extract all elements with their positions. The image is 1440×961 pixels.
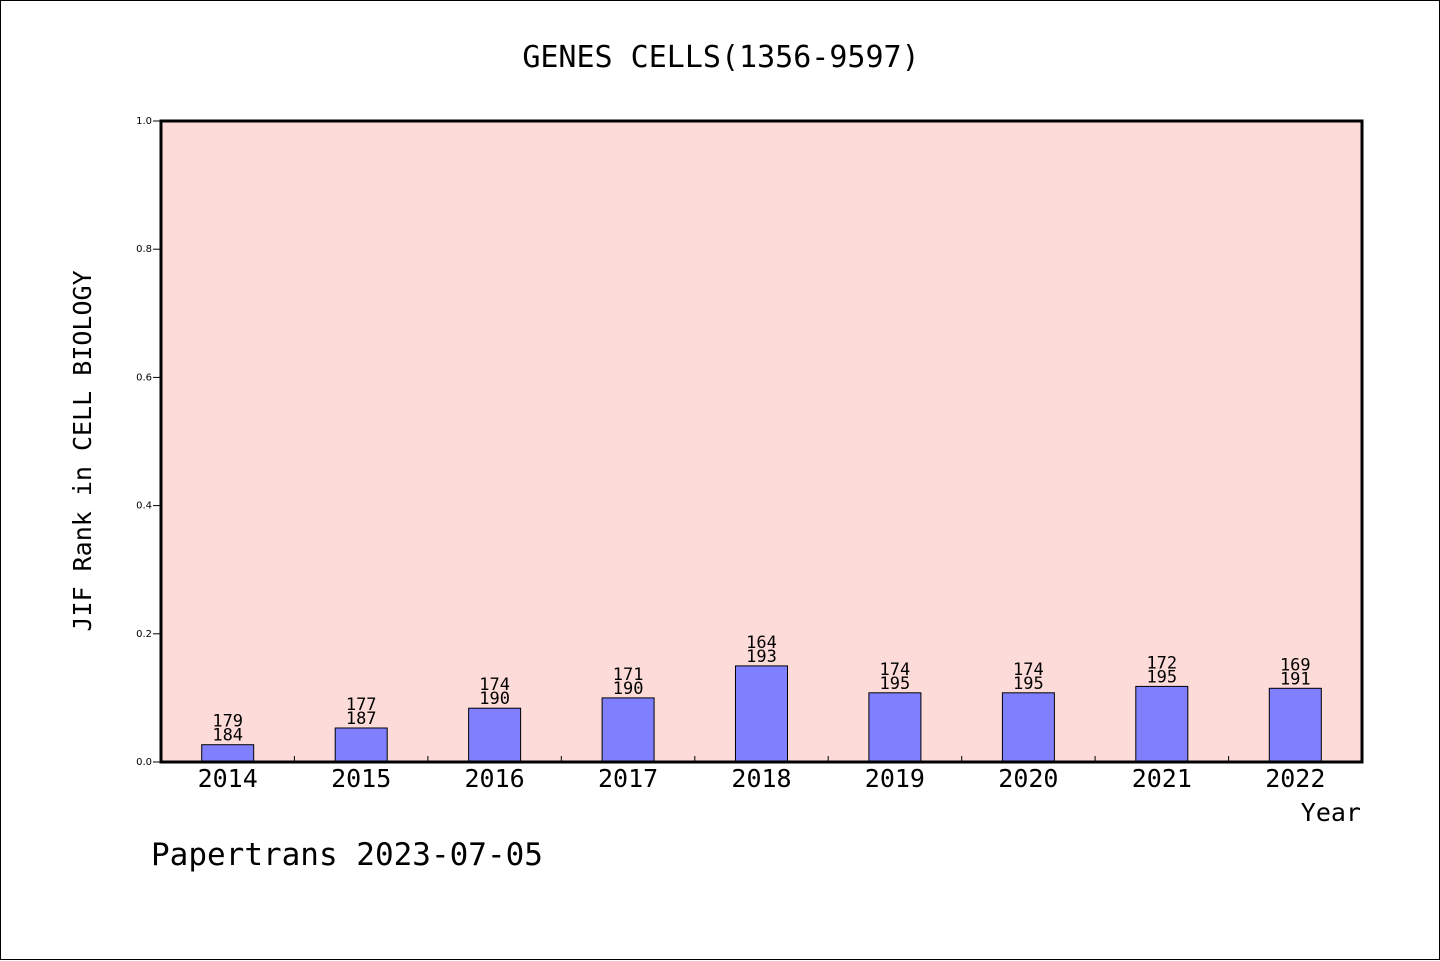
bar-2014 [201,744,255,763]
bar-label-rank: 174 [479,675,510,695]
bar-2019 [868,692,922,763]
bar-label-rank: 169 [1280,655,1311,675]
plot-area [161,121,1362,762]
bar-label-total: 191 [1280,669,1311,689]
bar-2017 [601,697,655,763]
bar-label-total: 187 [346,709,377,729]
x-axis-label: Year [1301,798,1361,827]
y-tick-label: 1.0 [136,116,152,127]
x-tick-label: 2021 [1132,764,1192,793]
bar-2016 [468,707,522,763]
bar-label-total: 184 [212,726,243,746]
x-tick-label: 2015 [331,764,391,793]
bar-2020 [1001,692,1055,763]
bar-label-total: 195 [880,674,911,694]
y-tick-label: 0.8 [136,244,152,255]
bars-group [201,665,1322,763]
bar-label-rank: 171 [613,665,644,685]
bar-label-rank: 174 [880,660,911,680]
x-tick-label: 2020 [998,764,1058,793]
x-tick-label: 2022 [1265,764,1325,793]
y-tick-label: 0.6 [136,372,152,383]
bar-label-total: 195 [1146,667,1177,687]
x-axis: 2014 2015 2016 2017 2018 2019 2020 2021 2022 [198,756,1325,793]
plot-border [159,119,1364,764]
bar-2022 [1268,687,1322,763]
x-tick-label: 2018 [731,764,791,793]
y-tick-label: 0.0 [136,757,152,768]
bar-label-total: 193 [746,647,777,667]
bar-label-total: 190 [613,679,644,699]
y-axis-label: JIF Rank in CELL BIOLOGY [68,270,97,631]
bar-label-rank: 174 [1013,660,1044,680]
footer-credit: Papertrans 2023-07-05 [151,837,543,873]
bar-label-rank: 177 [346,695,377,715]
y-tick-label: 0.2 [136,629,152,640]
bar-label-rank: 172 [1146,653,1177,673]
x-tick-label: 2014 [198,764,258,793]
x-tick-label: 2017 [598,764,658,793]
bar-labels-group: 1791841771871741901711901641931741951741… [212,633,1310,746]
bar-2018 [735,665,788,763]
y-tick-label: 0.4 [136,501,152,512]
bar-label-rank: 179 [212,712,243,732]
x-tick-label: 2016 [464,764,524,793]
chart-title: GENES CELLS(1356-9597) [522,40,919,75]
bar-label-total: 190 [479,689,510,709]
bar-2015 [334,727,388,763]
bar-2021 [1135,685,1189,763]
y-axis: 0.0 0.2 0.4 0.6 0.8 1.0 [136,116,161,768]
x-tick-label: 2019 [865,764,925,793]
bar-label-rank: 164 [746,633,777,653]
bar-label-total: 195 [1013,674,1044,694]
